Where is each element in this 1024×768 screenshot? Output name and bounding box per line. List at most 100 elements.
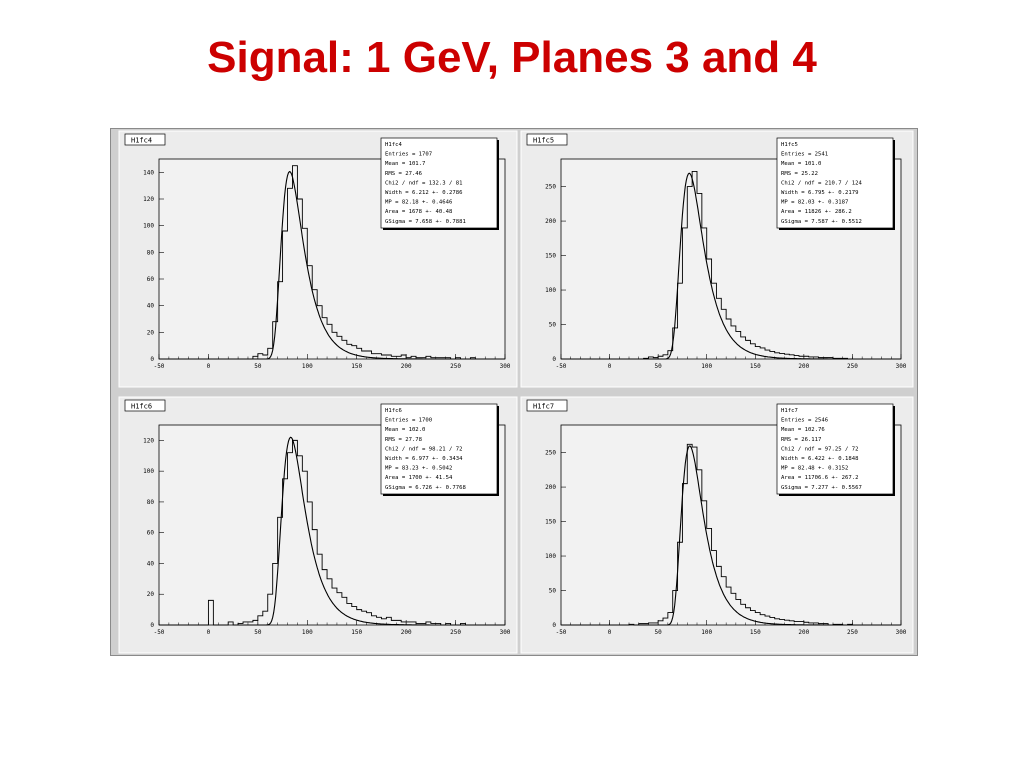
stats-box bbox=[380, 137, 498, 229]
histogram-pad-h1fc6: -50 0 50 100 150 200 250 300020406080100120H1fc… bbox=[118, 396, 518, 654]
x-tick-label: 300 bbox=[500, 363, 511, 370]
y-tick-label: 80 bbox=[147, 499, 155, 506]
stats-title: H1fc4 bbox=[385, 142, 402, 148]
x-tick-label: 0 bbox=[207, 629, 211, 636]
histogram-steps bbox=[159, 439, 505, 626]
stats-line: Chi2 / ndf = 98.21 / 72 bbox=[385, 446, 462, 452]
x-tick-label: 100 bbox=[302, 629, 313, 636]
fit-curve bbox=[238, 170, 496, 360]
stats-line: Mean = 102.0 bbox=[385, 427, 425, 433]
stats-line: Mean = 102.76 bbox=[781, 427, 825, 433]
y-tick-label: 60 bbox=[147, 276, 155, 283]
stats-line: Chi2 / ndf = 97.25 / 72 bbox=[781, 446, 858, 452]
stats-line: Mean = 101.0 bbox=[781, 161, 821, 167]
y-tick-label: 100 bbox=[143, 468, 154, 475]
histogram-name: H1fc5 bbox=[533, 137, 554, 145]
stats-line: Entries = 1707 bbox=[385, 152, 432, 158]
stats-title: H1fc5 bbox=[781, 142, 798, 148]
y-tick-label: 120 bbox=[143, 437, 154, 444]
stats-line: MP = 82.18 +- 0.4646 bbox=[385, 200, 452, 206]
x-tick-label: 150 bbox=[351, 363, 362, 370]
histogram-name-box bbox=[526, 133, 568, 146]
x-tick-label: 250 bbox=[847, 629, 858, 636]
x-tick-label: 0 bbox=[608, 629, 612, 636]
stats-line: GSigma = 7.658 +- 0.7881 bbox=[385, 219, 466, 225]
x-tick-label: 50 bbox=[655, 629, 663, 636]
x-tick-label: -50 bbox=[154, 629, 165, 636]
stats-line: Width = 6.422 +- 0.1848 bbox=[781, 456, 859, 462]
stats-line: Entries = 2546 bbox=[781, 418, 828, 424]
stats-line: Width = 6.977 +- 0.3434 bbox=[385, 456, 463, 462]
x-tick-label: 200 bbox=[798, 629, 809, 636]
x-tick-label: 200 bbox=[401, 363, 412, 370]
histogram-steps bbox=[561, 170, 901, 360]
y-tick-label: 20 bbox=[147, 591, 155, 598]
y-tick-label: 0 bbox=[552, 622, 556, 629]
histogram-pad-h1fc7: -50 0 50 100 150 200 250 300050100150200250H1fc… bbox=[520, 396, 914, 654]
y-tick-label: 40 bbox=[147, 560, 155, 567]
y-tick-label: 250 bbox=[545, 450, 556, 457]
stats-title: H1fc6 bbox=[385, 408, 402, 414]
y-tick-label: 20 bbox=[147, 329, 155, 336]
slide-title: Signal: 1 GeV, Planes 3 and 4 bbox=[207, 33, 817, 82]
y-tick-label: 50 bbox=[549, 588, 557, 595]
stats-line: Entries = 2541 bbox=[781, 152, 828, 158]
stats-line: RMS = 27.78 bbox=[385, 437, 423, 443]
x-tick-label: 300 bbox=[500, 629, 511, 636]
stats-line: Chi2 / ndf = 210.7 / 124 bbox=[781, 180, 862, 186]
y-tick-label: 40 bbox=[147, 303, 155, 310]
histogram-name-box bbox=[124, 133, 166, 146]
stats-line: Area = 11706.6 +- 267.2 bbox=[781, 475, 858, 481]
y-tick-label: 200 bbox=[545, 484, 556, 491]
y-tick-label: 0 bbox=[150, 356, 154, 363]
x-tick-label: 200 bbox=[798, 363, 809, 370]
fit-curve bbox=[238, 436, 496, 626]
histogram-grid: -50 0 50 100 150 200 250 300020406080100120140H… bbox=[118, 130, 914, 654]
root-canvas: -50 0 50 100 150 200 250 300 0 20 40 60 80 100 120 140 H… bbox=[110, 128, 918, 656]
stats-line: Area = 1700 +- 41.54 bbox=[385, 475, 453, 481]
y-tick-label: 100 bbox=[143, 223, 154, 230]
x-tick-label: 150 bbox=[750, 363, 761, 370]
histogram-name-box bbox=[124, 399, 166, 412]
x-tick-label: 300 bbox=[896, 629, 907, 636]
histogram-name-box bbox=[526, 399, 568, 412]
x-tick-label: 250 bbox=[450, 363, 461, 370]
y-tick-label: 0 bbox=[552, 356, 556, 363]
x-tick-label: 100 bbox=[302, 363, 313, 370]
x-tick-label: 250 bbox=[450, 629, 461, 636]
stats-line: MP = 83.23 +- 0.5042 bbox=[385, 466, 452, 472]
x-tick-label: 100 bbox=[701, 629, 712, 636]
stats-box bbox=[776, 137, 894, 229]
stats-line: MP = 82.48 +- 0.3152 bbox=[781, 466, 848, 472]
y-tick-label: 120 bbox=[143, 196, 154, 203]
stats-box bbox=[380, 403, 498, 495]
x-tick-label: 50 bbox=[655, 363, 663, 370]
stats-line: GSigma = 6.726 +- 0.7768 bbox=[385, 485, 466, 491]
x-tick-label: -50 bbox=[154, 363, 165, 370]
y-tick-label: 60 bbox=[147, 530, 155, 537]
fit-curve bbox=[638, 445, 892, 626]
histogram-name: H1fc7 bbox=[533, 403, 554, 411]
stats-line: RMS = 26.117 bbox=[781, 437, 821, 443]
x-tick-label: 150 bbox=[750, 629, 761, 636]
stats-line: Mean = 101.7 bbox=[385, 161, 425, 167]
stats-line: RMS = 25.22 bbox=[781, 171, 818, 177]
x-tick-label: -50 bbox=[556, 629, 567, 636]
x-tick-label: 200 bbox=[401, 629, 412, 636]
stats-line: GSigma = 7.587 +- 0.5512 bbox=[781, 219, 862, 225]
stats-line: Area = 1678 +- 40.48 bbox=[385, 209, 453, 215]
x-tick-label: 150 bbox=[351, 629, 362, 636]
stats-line: RMS = 27.46 bbox=[385, 171, 422, 177]
stats-line: Width = 6.212 +- 0.2786 bbox=[385, 190, 462, 196]
x-tick-label: 250 bbox=[847, 363, 858, 370]
stats-title: H1fc7 bbox=[781, 408, 798, 414]
histogram-pad-h1fc5: -50 0 50 100 150 200 250 300050100150200250H1fc… bbox=[520, 130, 914, 388]
y-tick-label: 80 bbox=[147, 249, 155, 256]
x-tick-label: -50 bbox=[556, 363, 567, 370]
y-tick-label: 250 bbox=[545, 184, 556, 191]
stats-line: Entries = 1700 bbox=[385, 418, 432, 424]
y-tick-label: 150 bbox=[545, 253, 556, 260]
histogram-pad-h1fc4: -50 0 50 100 150 200 250 300020406080100120140H… bbox=[118, 130, 518, 388]
y-tick-label: 100 bbox=[545, 553, 556, 560]
y-tick-label: 200 bbox=[545, 218, 556, 225]
